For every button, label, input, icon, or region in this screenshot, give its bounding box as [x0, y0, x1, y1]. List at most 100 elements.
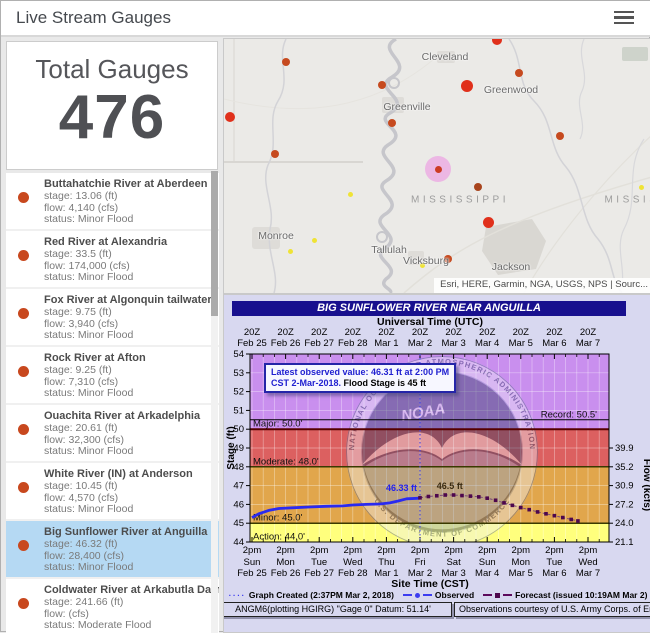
- map-gauge-dot[interactable]: [282, 58, 290, 66]
- hamburger-menu-icon[interactable]: [614, 11, 634, 25]
- map-gauge-dot[interactable]: [225, 112, 235, 122]
- svg-text:46: 46: [233, 499, 244, 510]
- scrollbar-thumb[interactable]: [211, 171, 218, 316]
- gauge-list-item[interactable]: Coldwater River at Arkabutla Dam stage: 2…: [6, 579, 219, 633]
- gauge-flow: flow: (cfs): [44, 607, 89, 620]
- flood-band-48: [250, 429, 609, 467]
- gauge-status-dot: [18, 598, 29, 609]
- gauge-list-item[interactable]: Ouachita River at Arkadelphia stage: 20.6…: [6, 405, 219, 461]
- map-state-label: MISSISS: [604, 194, 650, 206]
- gauge-stage: stage: 33.5 (ft): [44, 248, 112, 260]
- svg-text:2pm: 2pm: [377, 545, 396, 556]
- svg-text:20Z: 20Z: [345, 327, 362, 338]
- map-gauge-dot[interactable]: [482, 216, 494, 228]
- map-gauge-dot[interactable]: [492, 39, 502, 45]
- map-gauge-dot[interactable]: [444, 255, 452, 263]
- svg-text:Feb 25: Feb 25: [237, 568, 267, 579]
- observed-series-line: [251, 496, 421, 519]
- map-city-label: Greenville: [383, 101, 431, 113]
- gauge-status-dot: [18, 424, 29, 435]
- svg-text:Feb 28: Feb 28: [338, 338, 368, 349]
- map-panel[interactable]: Cleveland Greenwood Greenville Monroe Tallul…: [223, 38, 650, 294]
- svg-text:Feb 26: Feb 26: [271, 568, 301, 579]
- map-city-label: Cleveland: [421, 51, 469, 63]
- svg-text:24.0: 24.0: [615, 518, 634, 529]
- map-gauge-dot[interactable]: [287, 248, 293, 254]
- map-city-label: Tallulah: [371, 244, 407, 256]
- gauge-status: status: Minor Flood: [44, 387, 134, 399]
- threshold-label-record: Record: 50.5': [541, 409, 597, 420]
- gauge-list-item[interactable]: White River (IN) at Anderson stage: 10.45…: [6, 463, 219, 519]
- map-gauge-dot[interactable]: [271, 150, 279, 158]
- river-ouachita: [264, 39, 287, 293]
- gauge-status: status: Minor Flood: [44, 329, 134, 341]
- gauge-list-item[interactable]: Red River at Alexandria stage: 33.5 (ft) f…: [6, 231, 219, 287]
- svg-text:Tue: Tue: [311, 557, 327, 568]
- svg-text:2pm: 2pm: [344, 545, 363, 556]
- svg-text:51: 51: [233, 405, 244, 416]
- svg-text:20Z: 20Z: [378, 327, 395, 338]
- gauge-list-item[interactable]: Rock River at Afton stage: 9.25 (ft) flow:…: [6, 347, 219, 403]
- hydrograph-title: BIG SUNFLOWER RIVER NEAR ANGUILLA: [232, 301, 626, 316]
- svg-text:Thu: Thu: [378, 557, 394, 568]
- svg-text:50: 50: [233, 424, 244, 435]
- svg-text:2pm: 2pm: [545, 545, 564, 556]
- annotation-line2-black: Flood Stage is 45 ft: [343, 378, 427, 388]
- map-gauge-dot[interactable]: [388, 119, 396, 127]
- svg-text:Mar 6: Mar 6: [542, 568, 566, 579]
- gauge-stage: stage: 46.32 (ft): [44, 538, 118, 550]
- svg-text:2pm: 2pm: [276, 545, 295, 556]
- svg-text:Tue: Tue: [546, 557, 562, 568]
- svg-text:Wed: Wed: [343, 557, 362, 568]
- annotation-line2-blue: CST 2-Mar-2018.: [271, 378, 342, 388]
- svg-text:20Z: 20Z: [412, 327, 429, 338]
- gauge-list-item[interactable]: Big Sunflower River at Anguilla stage: 46…: [6, 521, 219, 577]
- svg-text:Mar 4: Mar 4: [475, 568, 499, 579]
- map-gauge-dot[interactable]: [419, 262, 425, 268]
- gauge-status: status: Moderate Flood: [44, 619, 152, 631]
- gauge-list-item[interactable]: Fox River at Algonquin tailwater stage: 9…: [6, 289, 219, 345]
- gauge-status-dot: [18, 308, 29, 319]
- map-gauge-dot[interactable]: [515, 69, 523, 77]
- svg-text:47: 47: [233, 481, 244, 492]
- forecast-line-symbol: [483, 594, 493, 596]
- map-gauge-dot[interactable]: [474, 183, 482, 191]
- gauge-status: status: Minor Flood: [44, 503, 134, 515]
- map-gauge-dot[interactable]: [638, 184, 644, 190]
- chart-legend: ···· Graph Created (2:37PM Mar 2, 2018) …: [224, 590, 650, 600]
- svg-text:Feb 25: Feb 25: [237, 338, 267, 349]
- map-gauge-dot[interactable]: [556, 132, 564, 140]
- svg-text:2pm: 2pm: [310, 545, 329, 556]
- gauge-list-item[interactable]: Buttahatchie River at Aberdeen stage: 13.…: [6, 173, 219, 229]
- map-gauge-dot[interactable]: [378, 81, 386, 89]
- gauge-flow: flow: 3,940 (cfs): [44, 317, 119, 330]
- map-gauge-dot[interactable]: [461, 80, 473, 92]
- svg-text:2pm: 2pm: [579, 545, 598, 556]
- flow-axis-title: Flow (kcfs): [641, 459, 650, 511]
- gauge-name: Coldwater River at Arkabutla Dam: [44, 584, 219, 596]
- created-line-symbol: ····: [228, 590, 246, 600]
- svg-text:49: 49: [233, 443, 244, 454]
- map-gauge-dot[interactable]: [434, 165, 442, 173]
- svg-text:Mar 7: Mar 7: [576, 338, 600, 349]
- svg-text:Mar 2: Mar 2: [408, 338, 432, 349]
- gauge-stage: stage: 20.61 (ft): [44, 422, 118, 434]
- threshold-label-moderate: Moderate: 48.0': [253, 456, 319, 467]
- observed-line-symbol: [402, 594, 412, 596]
- svg-text:Mar 4: Mar 4: [475, 338, 499, 349]
- gauge-flow: flow: 4,140 (cfs): [44, 201, 119, 214]
- svg-text:45: 45: [233, 518, 244, 529]
- latest-observed-annotation: Latest observed value: 46.31 ft at 2:00 …: [264, 363, 457, 393]
- gauge-status-dot: [18, 250, 29, 261]
- map-gauge-dot[interactable]: [311, 237, 317, 243]
- svg-text:Feb 27: Feb 27: [304, 338, 334, 349]
- legend-forecast: Forecast (issued 10:19AM Mar 2): [483, 590, 647, 600]
- svg-text:21.1: 21.1: [615, 537, 634, 548]
- gauge-flow: flow: 174,000 (cfs): [44, 259, 130, 272]
- map-gauge-dot[interactable]: [347, 191, 353, 197]
- hydrograph-chart: NATIONAL OCEANIC AND ATMOSPHERIC ADMINIS…: [226, 327, 650, 579]
- gauge-flow: flow: 4,570 (cfs): [44, 491, 119, 504]
- gauge-stage: stage: 10.45 (ft): [44, 480, 118, 492]
- gauge-name: Red River at Alexandria: [44, 236, 168, 248]
- map-city-label: Greenwood: [483, 84, 539, 96]
